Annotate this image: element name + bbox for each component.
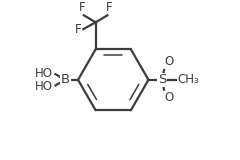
Text: F: F: [106, 1, 112, 14]
Text: F: F: [75, 23, 81, 36]
Text: CH₃: CH₃: [178, 73, 199, 86]
Text: F: F: [79, 1, 85, 14]
Text: O: O: [165, 91, 174, 104]
Text: HO: HO: [35, 80, 53, 93]
Text: B: B: [61, 73, 70, 86]
Text: O: O: [165, 55, 174, 68]
Text: HO: HO: [35, 67, 53, 80]
Text: S: S: [158, 73, 166, 86]
